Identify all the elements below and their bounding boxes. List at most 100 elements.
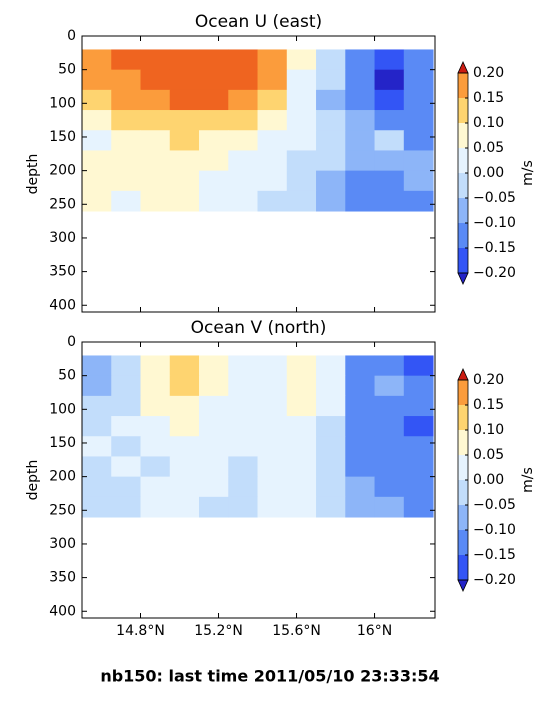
contour-cell	[111, 436, 142, 457]
contour-cell	[316, 375, 346, 397]
contour-cell	[82, 170, 112, 192]
contour-cell	[169, 375, 200, 397]
contour-cell	[199, 395, 229, 417]
contour-cell	[82, 49, 112, 71]
contour-cell	[286, 69, 317, 91]
contour-cell	[286, 130, 317, 151]
contour-cell	[228, 49, 259, 71]
x-tick-label: 15.6°N	[272, 623, 321, 639]
x-tick-label: 14.8°N	[116, 623, 165, 639]
contour-cell	[345, 130, 376, 151]
contour-cell	[403, 355, 434, 377]
contour-cell	[169, 170, 200, 192]
contour-cell	[403, 130, 434, 151]
contour-cell	[345, 476, 376, 498]
contour-cell	[199, 110, 229, 131]
contour-cell	[228, 130, 259, 151]
contour-cell	[286, 476, 317, 498]
contour-cell	[257, 416, 288, 437]
y-axis-label: depth	[25, 154, 41, 195]
y-tick-label: 0	[67, 334, 76, 350]
contour-cell	[345, 375, 376, 397]
contour-cell	[140, 456, 171, 478]
contour-cell	[228, 436, 259, 457]
y-tick-label: 400	[49, 297, 76, 313]
contour-cell	[199, 49, 229, 71]
contour-cell	[228, 110, 259, 131]
contour-cell	[111, 476, 142, 498]
contour-cell	[316, 190, 346, 212]
contour-cell	[374, 190, 405, 212]
colorbar-band	[458, 455, 468, 480]
y-tick-label: 250	[49, 196, 76, 212]
contour-cell	[257, 476, 288, 498]
contour-cell	[345, 110, 376, 131]
contour-cell	[169, 89, 200, 111]
contour-cell	[140, 496, 171, 518]
contour-cell	[169, 416, 200, 437]
contour-cell	[403, 496, 434, 518]
y-tick-label: 50	[58, 62, 76, 78]
contour-cell	[199, 375, 229, 397]
contour-cell	[228, 375, 259, 397]
colorbar-tick-label: 0.00	[473, 472, 504, 488]
x-tick-label: 15.2°N	[194, 623, 243, 639]
contour-cell	[257, 190, 288, 212]
contour-cell	[257, 69, 288, 91]
contour-cell	[82, 375, 112, 397]
contour-cell	[140, 375, 171, 397]
contour-cell	[140, 150, 171, 172]
contour-cell	[345, 69, 376, 91]
contour-cell	[345, 150, 376, 172]
contour-cell	[403, 49, 434, 71]
contour-cell	[286, 49, 317, 71]
contour-cell	[228, 395, 259, 417]
contour-cell	[286, 395, 317, 417]
colorbar-band	[458, 480, 468, 505]
contour-cell	[316, 456, 346, 478]
contour-cell	[111, 375, 142, 397]
colorbar-band	[458, 248, 468, 273]
x-tick-label: 16°N	[357, 623, 392, 639]
contour-cell	[228, 496, 259, 518]
colorbar-tick-label: −0.05	[473, 190, 516, 206]
contour-cell	[374, 436, 405, 457]
contour-cell	[199, 170, 229, 192]
contour-cell	[169, 355, 200, 377]
contour-cell	[286, 89, 317, 111]
contour-cell	[403, 436, 434, 457]
contour-cell	[345, 190, 376, 212]
contour-cell	[257, 395, 288, 417]
contour-cell	[345, 355, 376, 377]
colorbar-band	[458, 405, 468, 430]
contour-cell	[345, 170, 376, 192]
contour-cell	[286, 456, 317, 478]
colorbar-under	[457, 579, 469, 592]
contour-cell	[286, 375, 317, 397]
contour-cell	[169, 436, 200, 457]
contour-cell	[140, 395, 171, 417]
contour-cell	[345, 416, 376, 437]
contour-cell	[169, 150, 200, 172]
contour-cell	[374, 170, 405, 192]
contour-cell	[111, 395, 142, 417]
contour-cell	[257, 436, 288, 457]
contour-cell	[140, 130, 171, 151]
contour-cell	[403, 150, 434, 172]
contour-cell	[316, 416, 346, 437]
colorbar-under	[457, 272, 469, 285]
contour-cell	[374, 69, 405, 91]
contour-cell	[374, 375, 405, 397]
contour-cell	[286, 355, 317, 377]
contour-cell	[140, 69, 171, 91]
contour-cell	[228, 456, 259, 478]
contour-cell	[374, 416, 405, 437]
colorbar-label: m/s	[520, 160, 536, 186]
contour-cell	[169, 496, 200, 518]
colorbar-tick-label: −0.15	[473, 240, 516, 256]
colorbar-band	[458, 98, 468, 123]
contour-cell	[228, 355, 259, 377]
contour-cell	[374, 150, 405, 172]
contour-cell	[374, 496, 405, 518]
plot-frame	[81, 35, 436, 313]
